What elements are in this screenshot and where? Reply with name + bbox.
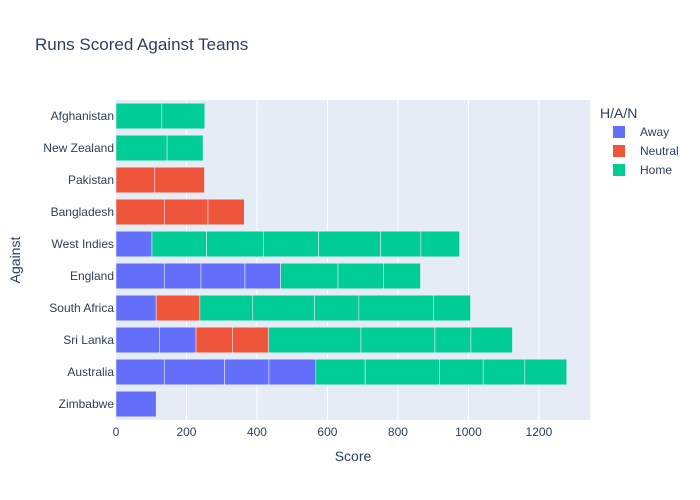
legend-title: H/A/N — [600, 105, 637, 121]
y-tick-label: Pakistan — [68, 173, 114, 187]
bar-segment-home — [380, 230, 422, 258]
bar-segment-neutral — [115, 166, 156, 194]
bar-segment-neutral — [231, 326, 269, 354]
bar-segment-home — [482, 358, 526, 386]
legend-label-away: Away — [640, 125, 669, 139]
y-tick-label: Sri Lanka — [63, 333, 114, 347]
legend-swatch-away — [613, 126, 625, 138]
y-tick-label: Afghanistan — [51, 109, 114, 123]
bar-segment-away — [115, 262, 165, 290]
bar-segment-home — [358, 294, 434, 322]
bar-segment-home — [263, 230, 319, 258]
y-axis-tick-labels: Afghanistan New Zealand Pakistan Bangladesh… — [43, 109, 114, 411]
y-tick-label: Bangladesh — [51, 205, 114, 219]
bar-segment-neutral — [115, 198, 165, 226]
bar-segment-home — [337, 262, 384, 290]
legend-label-neutral: Neutral — [640, 144, 679, 158]
bar-segment-home — [151, 230, 207, 258]
bar-segment-home — [470, 326, 513, 354]
bar-segment-home — [161, 102, 206, 130]
x-tick-label: 1200 — [526, 425, 553, 439]
x-tick-label: 1000 — [455, 425, 482, 439]
bar-segment-home — [115, 134, 168, 162]
y-tick-label: Australia — [67, 365, 114, 379]
bar-segment-away — [159, 326, 197, 354]
x-axis-tick-labels: 0 200 400 600 800 1000 1200 — [113, 425, 553, 439]
y-tick-label: South Africa — [49, 301, 114, 315]
legend-swatch-home — [613, 164, 625, 176]
bar-segment-home — [383, 262, 421, 290]
bar-segment-away — [163, 262, 202, 290]
bar-segment-neutral — [154, 166, 205, 194]
legend-swatch-neutral — [613, 145, 625, 157]
bar-segment-away — [115, 294, 157, 322]
bar-segment-away — [115, 230, 153, 258]
bar-segment-home — [318, 230, 381, 258]
y-tick-label: West Indies — [52, 237, 114, 251]
y-tick-label: Zimbabwe — [59, 397, 115, 411]
bar-segment-home — [439, 358, 484, 386]
bars-group — [115, 102, 568, 418]
bar-segment-away — [115, 358, 165, 386]
bar-segment-neutral — [195, 326, 233, 354]
bar-segment-away — [224, 358, 270, 386]
bar-segment-home — [206, 230, 264, 258]
bar-segment-home — [433, 294, 471, 322]
bar-segment-neutral — [207, 198, 245, 226]
y-axis-title: Against — [7, 237, 23, 284]
bar-segment-home — [524, 358, 568, 386]
bar-segment-home — [434, 326, 472, 354]
bar-segment-away — [163, 358, 225, 386]
bar-segment-neutral — [163, 198, 209, 226]
bar-segment-home — [364, 358, 440, 386]
y-tick-label: England — [70, 269, 114, 283]
bar-segment-neutral — [155, 294, 201, 322]
y-tick-label: New Zealand — [43, 141, 114, 155]
legend-label-home: Home — [640, 163, 672, 177]
x-tick-label: 800 — [388, 425, 408, 439]
legend: H/A/N Away Neutral Home — [600, 105, 679, 177]
bar-segment-home — [314, 294, 360, 322]
bar-segment-home — [199, 294, 254, 322]
x-tick-label: 0 — [113, 425, 120, 439]
bar-segment-home — [268, 326, 362, 354]
bar-segment-away — [244, 262, 281, 290]
x-tick-label: 200 — [176, 425, 196, 439]
bar-segment-home — [360, 326, 436, 354]
bar-segment-away — [200, 262, 246, 290]
bar-segment-home — [252, 294, 315, 322]
x-axis-title: Score — [335, 448, 372, 464]
bar-segment-home — [420, 230, 460, 258]
x-tick-label: 400 — [247, 425, 267, 439]
x-tick-label: 600 — [317, 425, 337, 439]
bar-segment-home — [315, 358, 366, 386]
bar-segment-away — [115, 390, 157, 418]
bar-segment-away — [268, 358, 317, 386]
bar-segment-home — [166, 134, 204, 162]
bar-segment-home — [115, 102, 163, 130]
bar-segment-home — [280, 262, 339, 290]
bar-segment-away — [115, 326, 160, 354]
chart-title: Runs Scored Against Teams — [35, 35, 248, 54]
